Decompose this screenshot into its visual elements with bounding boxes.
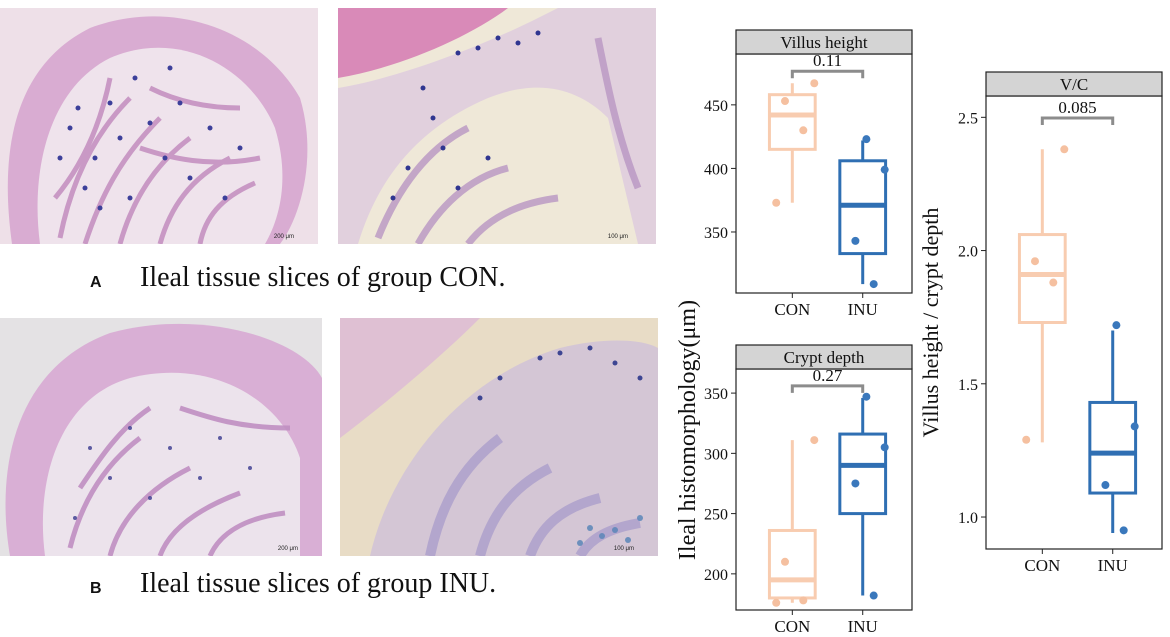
- data-point: [851, 236, 860, 245]
- box-con: [767, 528, 817, 600]
- box-inu: [838, 432, 888, 516]
- data-point: [869, 280, 878, 289]
- y-tick-label: 1.5: [958, 377, 978, 394]
- data-point: [1112, 321, 1121, 330]
- data-point: [772, 198, 781, 207]
- x-tick-label: CON: [1024, 556, 1060, 575]
- scale-bar-label: 100 μm: [613, 546, 634, 552]
- data-point: [1060, 145, 1069, 154]
- significance-bracket: [790, 384, 865, 393]
- y-tick-label: 1.0: [958, 510, 978, 527]
- data-point: [880, 165, 889, 174]
- x-tick-label: INU: [848, 300, 878, 319]
- data-point: [772, 598, 781, 607]
- data-point: [1022, 435, 1031, 444]
- tissue-image-inu-200: [0, 318, 322, 556]
- data-point: [880, 443, 889, 452]
- data-point: [780, 557, 789, 566]
- data-point: [862, 135, 871, 144]
- plot-frame: [735, 53, 913, 294]
- y-tick-label: 2.5: [958, 110, 978, 127]
- facet-strip: [735, 29, 913, 55]
- data-point: [799, 126, 808, 135]
- y-tick-label: 350: [704, 386, 728, 403]
- data-point: [862, 392, 871, 401]
- histology-inu-zoom: 100 μm: [340, 318, 658, 556]
- data-point: [1130, 422, 1139, 431]
- box-con: [767, 93, 817, 151]
- data-point: [1049, 278, 1058, 287]
- y-tick-label: 300: [704, 446, 728, 463]
- y-tick-label: 400: [704, 161, 728, 178]
- facet-strip: [985, 71, 1163, 97]
- data-point: [851, 479, 860, 488]
- panel-caption-a: Ileal tissue slices of group CON.: [140, 262, 506, 293]
- y-tick-label: 350: [704, 225, 728, 242]
- tissue-image-con-200: [0, 8, 318, 244]
- facet-title: Villus height: [780, 33, 868, 52]
- plot-frame: [985, 95, 1163, 550]
- panel-letter-b: B: [90, 580, 102, 597]
- box-con: [1017, 233, 1067, 325]
- facet-strip: [735, 344, 913, 370]
- p-value-label: 0.27: [813, 366, 843, 385]
- histology-con-zoom: 100 μm: [338, 8, 656, 244]
- tissue-image-inu-100: [340, 318, 658, 556]
- panel-letter-a: A: [90, 274, 102, 291]
- scale-bar-label: 200 μm: [273, 234, 294, 240]
- data-point: [1101, 481, 1110, 490]
- panel-caption-b: Ileal tissue slices of group INU.: [140, 568, 497, 599]
- significance-bracket: [1040, 116, 1115, 125]
- p-value-label: 0.11: [813, 51, 842, 70]
- x-tick-label: CON: [774, 300, 810, 319]
- data-point: [780, 97, 789, 106]
- y-tick-label: 200: [704, 567, 728, 584]
- x-tick-label: CON: [774, 617, 810, 636]
- significance-bracket: [790, 69, 865, 79]
- scale-bar-label: 100 μm: [607, 234, 628, 240]
- data-point: [869, 591, 878, 600]
- data-point: [799, 596, 808, 605]
- histology-inu-overview: 200 μm: [0, 318, 322, 556]
- x-tick-label: INU: [1098, 556, 1128, 575]
- facet-title: V/C: [1060, 75, 1088, 94]
- y-tick-label: 450: [704, 98, 728, 115]
- p-value-label: 0.085: [1058, 98, 1096, 117]
- y-tick-label: 2.0: [958, 244, 978, 261]
- boxplot-crypt-depth: Crypt depth 200 250 300 350 CON INU 0.27: [704, 344, 913, 636]
- boxplot-villus-height: Villus height 350 400 450 CON INU 0.11: [704, 29, 913, 319]
- shared-ylabel: Ileal histomorphology(μm): [675, 300, 701, 560]
- tissue-image-con-100: [338, 8, 656, 244]
- data-point: [1030, 257, 1039, 266]
- data-point: [810, 436, 819, 445]
- histology-con-overview: 200 μm: [0, 8, 318, 244]
- boxplot-vc-ratio: V/C 1.0 1.5 2.0 2.5 CON INU 0.085 Villus height …: [918, 71, 1163, 575]
- y-tick-label: 250: [704, 507, 728, 524]
- y-axis-label: Villus height / crypt depth: [918, 208, 943, 438]
- scale-bar-label: 200 μm: [277, 546, 298, 552]
- data-point: [1119, 526, 1128, 535]
- box-inu: [1088, 400, 1138, 495]
- facet-title: Crypt depth: [784, 348, 865, 367]
- data-point: [810, 79, 819, 88]
- x-tick-label: INU: [848, 617, 878, 636]
